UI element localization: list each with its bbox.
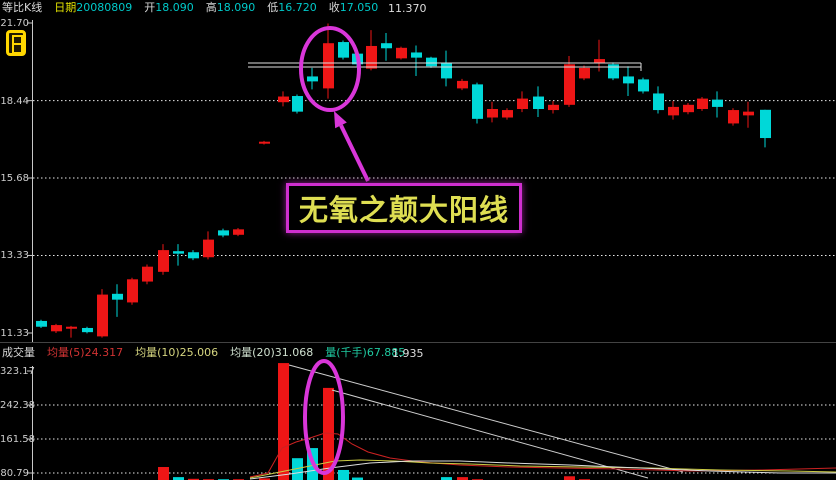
volume-axis-label: 242.38 — [0, 399, 35, 411]
candle — [323, 43, 334, 89]
volume-bar — [564, 476, 575, 480]
app-logo-icon[interactable] — [6, 30, 26, 56]
volume-bar — [338, 469, 349, 480]
candle — [548, 104, 559, 111]
candle — [457, 80, 468, 89]
volume-bar — [278, 363, 289, 480]
price-float-value: 11.370 — [388, 2, 427, 15]
date-field: 日期20080809 — [54, 1, 133, 14]
candle — [188, 252, 199, 259]
candle — [36, 320, 47, 327]
close-field: 收17.050 — [328, 1, 379, 14]
volume-ma20-line — [249, 460, 836, 480]
open-field: 开18.090 — [144, 1, 194, 14]
volume-axis-label: 80.79 — [0, 468, 29, 479]
volume-axis-label: 323.17 — [0, 366, 35, 377]
annotation-arrow-shaft — [339, 124, 370, 182]
volume-value: 量(千手)67.885 — [325, 346, 406, 359]
candle — [173, 251, 184, 254]
candle — [502, 110, 513, 118]
candle — [623, 76, 634, 84]
volume-ma5-value: 均量(5)24.317 — [47, 346, 124, 359]
candle — [487, 109, 498, 118]
candle — [218, 230, 229, 236]
price-axis-label: 15.68 — [0, 172, 29, 184]
volume-trend-line — [331, 389, 649, 479]
volume-bar — [457, 477, 468, 480]
volume-pane-header: 成交量 均量(5)24.317 均量(10)25.006 均量(20)31.06… — [2, 346, 405, 359]
candle — [411, 52, 422, 58]
price-axis-label: 13.33 — [0, 250, 29, 262]
candle — [259, 141, 270, 144]
price-pane-title: 等比K线 — [2, 1, 43, 14]
volume-bar — [158, 467, 169, 480]
annotation-box: 无氧之颠大阳线 — [286, 183, 522, 233]
candle — [66, 326, 77, 329]
volume-ma10-line — [249, 459, 836, 479]
candle — [233, 229, 244, 235]
volume-trend-line — [288, 364, 684, 473]
candle — [338, 42, 349, 58]
candle — [743, 111, 754, 116]
candle — [127, 279, 138, 303]
volume-bar — [259, 478, 270, 480]
price-axis-label: 21.70 — [0, 18, 29, 29]
annotation-arrow-head — [334, 111, 347, 129]
annotation-text: 无氧之颠大阳线 — [298, 195, 509, 227]
candle — [638, 79, 649, 92]
candle — [203, 239, 214, 258]
candle — [112, 293, 123, 300]
candle — [579, 67, 590, 79]
volume-bar — [173, 477, 184, 480]
candle — [653, 93, 664, 111]
volume-bar — [323, 387, 334, 480]
candle — [517, 98, 528, 110]
volume-axis-label: 161.58 — [0, 434, 35, 445]
candle — [82, 327, 93, 333]
candle — [668, 106, 679, 116]
volume-bar — [188, 478, 199, 480]
volume-ma20-value: 均量(20)31.068 — [230, 346, 314, 359]
price-pane-header: 等比K线 日期20080809 开18.090 高18.090 低16.720 … — [2, 1, 378, 14]
high-field: 高18.090 — [205, 1, 256, 14]
candle — [97, 294, 108, 337]
candle — [564, 64, 575, 105]
highlight-ellipse-volume — [303, 359, 345, 475]
candle — [158, 250, 169, 272]
candle — [366, 45, 377, 69]
volume-bar — [352, 477, 363, 480]
volume-bar — [292, 458, 303, 480]
candle — [441, 63, 452, 79]
logo-inner-bar — [12, 43, 23, 45]
candle — [594, 59, 605, 64]
candle — [760, 109, 771, 139]
price-axis-label: 18.44 — [0, 95, 29, 107]
price-axis-label: 11.33 — [0, 328, 29, 339]
volume-float-value: 1.935 — [392, 347, 424, 360]
volume-ma10-value: 均量(10)25.006 — [135, 346, 219, 359]
candle — [381, 43, 392, 49]
candle — [307, 76, 318, 82]
highlight-ellipse-price — [299, 26, 361, 112]
candle — [51, 325, 62, 332]
candle — [292, 96, 303, 112]
candle — [426, 57, 437, 67]
low-field: 低16.720 — [267, 1, 317, 14]
candle — [697, 98, 708, 110]
candle — [396, 47, 407, 59]
volume-ma5-line — [249, 432, 836, 478]
volume-pane-title: 成交量 — [2, 346, 35, 359]
candle — [608, 64, 619, 79]
candle — [728, 110, 739, 124]
candle — [278, 96, 289, 103]
candle — [712, 99, 723, 107]
candle — [683, 104, 694, 113]
volume-bar — [441, 477, 452, 480]
candle — [533, 96, 544, 110]
candle — [472, 84, 483, 119]
pane-divider — [0, 342, 836, 343]
candle — [142, 266, 153, 282]
